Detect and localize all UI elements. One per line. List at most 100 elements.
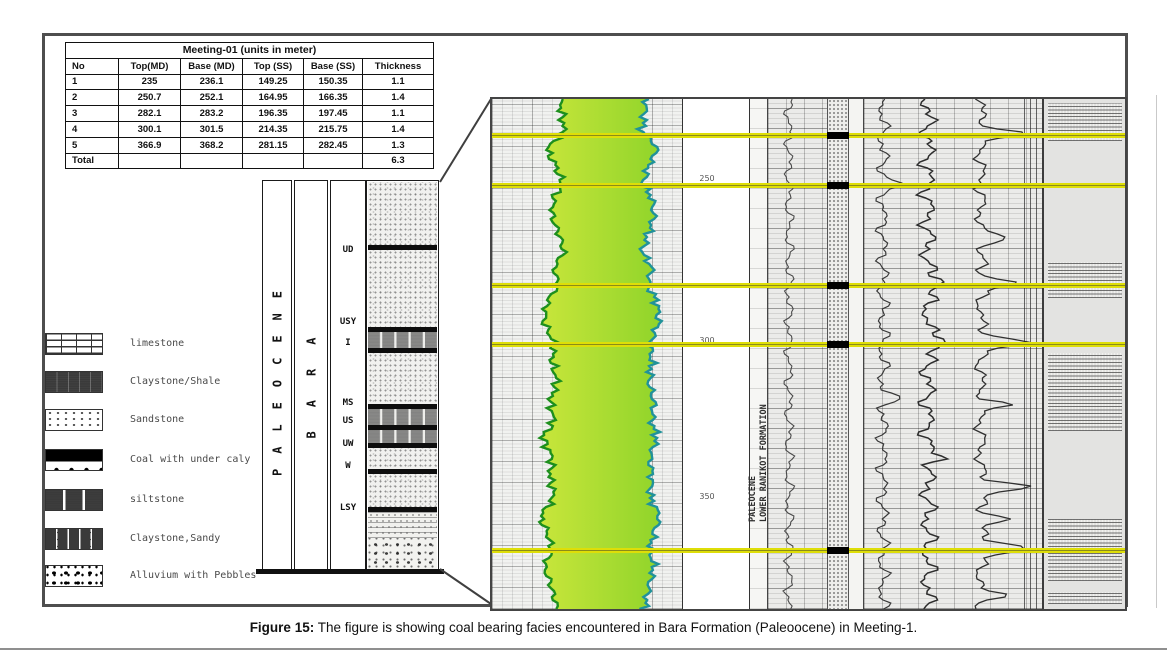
depth-label: 350 [699, 492, 715, 501]
total-value: 6.3 [362, 152, 434, 170]
cell [118, 152, 181, 170]
depth-label: 300 [699, 336, 715, 345]
cell: 2 [65, 89, 119, 107]
col-header-base-md: Base (MD) [180, 57, 243, 75]
formation-strip [750, 99, 768, 609]
cell: 196.35 [242, 105, 304, 122]
sandstone-pattern-icon [45, 409, 103, 431]
coal-mark [827, 182, 849, 189]
seam-marker-line [492, 133, 1125, 138]
cell: 1.1 [362, 105, 434, 122]
col-header-thickness: Thickness [362, 57, 434, 75]
zone-label: LSY [339, 503, 357, 513]
cell [180, 152, 243, 170]
formation-label: BARA [304, 313, 318, 438]
formation-era-text: PALEOCENE [748, 475, 758, 522]
track-rule [1036, 99, 1037, 609]
lith-section [367, 331, 438, 348]
coal-seam [367, 442, 438, 448]
description-text-block [1048, 592, 1122, 604]
table-title-row: Meeting-01 (units in meter) [65, 42, 434, 59]
cell [242, 152, 304, 170]
depth-label: 250 [699, 174, 715, 183]
coal-seam [367, 326, 438, 332]
coal-seam-table: Meeting-01 (units in meter) No Top(MD) B… [65, 42, 434, 170]
cell: 1.3 [362, 136, 434, 154]
coal-seam [367, 424, 438, 430]
total-label: Total [65, 152, 119, 170]
cell: 252.1 [180, 89, 243, 107]
cell: 282.45 [303, 136, 363, 154]
col-header-top-ss: Top (SS) [242, 57, 304, 75]
cell: 282.1 [118, 105, 181, 122]
coal-seam [367, 468, 438, 474]
coal-mark [827, 547, 849, 554]
formation-name-vertical-label: PALEOCENE LOWER RANIKOT FORMATION [748, 262, 770, 522]
alluvium-pattern-icon [45, 565, 103, 587]
table-row: 4 300.1 301.5 214.35 215.75 1.4 [65, 120, 434, 138]
col-header-no: No [65, 57, 119, 75]
gamma-ray-curve [537, 99, 664, 609]
col-header-base-ss: Base (SS) [303, 57, 363, 75]
coal-mark [827, 282, 849, 289]
coal-mark [827, 132, 849, 139]
seam-marker-line [492, 283, 1125, 288]
cell: 250.7 [118, 89, 181, 107]
zone-label: MS [342, 398, 354, 408]
figure-caption: Figure 15: The figure is showing coal be… [0, 620, 1167, 635]
table-total-row: Total 6.3 [65, 152, 434, 170]
zone-label: US [342, 416, 354, 426]
cell: 5 [65, 136, 119, 154]
seam-marker-line [492, 548, 1125, 553]
cell: 4 [65, 120, 119, 138]
lith-section [367, 429, 438, 443]
track-rule [1030, 99, 1031, 609]
lith-section [367, 352, 438, 404]
coal-seam [367, 244, 438, 250]
description-text-block [1048, 353, 1122, 431]
siltstone-pattern-icon [45, 489, 103, 511]
legend-label: Claystone/Shale [130, 376, 221, 387]
cell [303, 152, 363, 170]
cell: 164.95 [242, 89, 304, 107]
cell: 1.4 [362, 89, 434, 107]
lithology-strip [827, 99, 849, 609]
seam-marker-line [492, 183, 1125, 188]
table-row: 5 366.9 368.2 281.15 282.45 1.3 [65, 136, 434, 154]
era-label: PALEOCENE [270, 275, 284, 476]
zone-label: I [345, 338, 351, 348]
coal-mark [827, 341, 849, 348]
limestone-pattern-icon [45, 333, 103, 355]
cell: 166.35 [303, 89, 363, 107]
legend-label: limestone [130, 338, 185, 349]
table-header-row: No Top(MD) Base (MD) Top (SS) Base (SS) … [65, 57, 434, 75]
legend-label: Alluvium with Pebbles [130, 570, 257, 581]
cell: 150.35 [303, 73, 363, 91]
coal-seam [367, 347, 438, 353]
legend-label: Claystone,Sandy [130, 533, 221, 544]
track-rule [1024, 99, 1025, 609]
log-track-multi-curve [863, 99, 1042, 609]
cell: 197.45 [303, 105, 363, 122]
legend-label: Sandstone [130, 414, 185, 425]
col-header-top-md: Top(MD) [118, 57, 181, 75]
gamma-ray-track [492, 99, 682, 609]
strat-base-bar [256, 569, 444, 574]
description-column [1042, 99, 1125, 609]
lith-section [367, 249, 438, 327]
table-row: 1 235 236.1 149.25 150.35 1.1 [65, 73, 434, 91]
cell: 1.1 [362, 73, 434, 91]
track-spacer [849, 99, 863, 609]
seam-marker-line [492, 342, 1125, 347]
caption-prefix: Figure 15: [249, 620, 315, 635]
cell: 1 [65, 73, 119, 91]
well-log-panel: PALEOCENE LOWER RANIKOT FORMATION 250 300… [490, 97, 1127, 611]
formation-column [294, 180, 328, 571]
claystone-sandy-pattern-icon [45, 528, 103, 550]
coal-seam [367, 403, 438, 409]
lith-section [367, 537, 438, 570]
cell: 283.2 [180, 105, 243, 122]
cell: 235 [118, 73, 181, 91]
zone-column [330, 180, 366, 571]
